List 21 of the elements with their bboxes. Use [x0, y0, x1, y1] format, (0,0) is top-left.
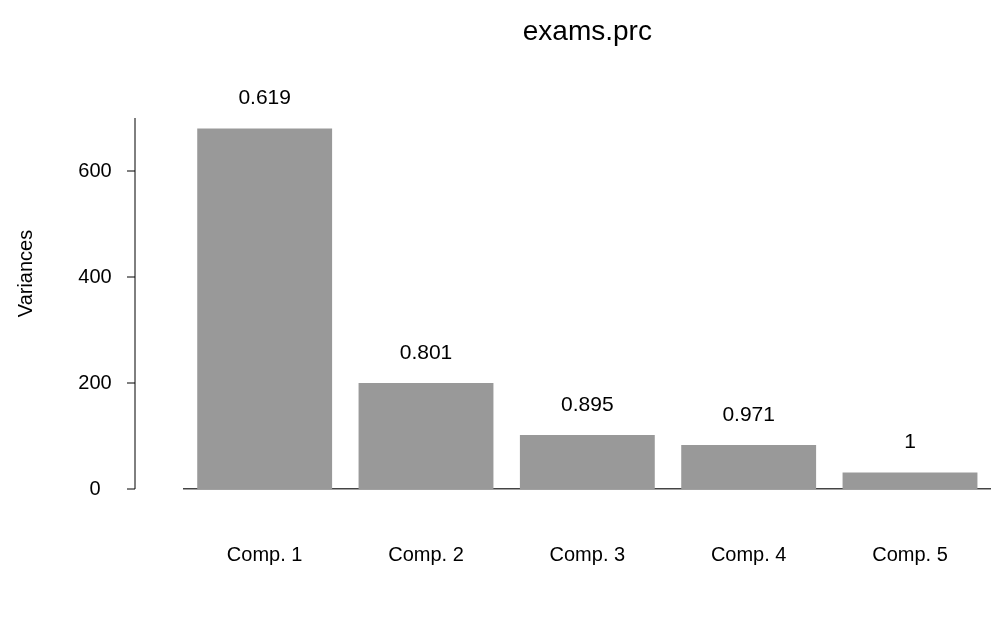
annotation: 0.895	[561, 391, 614, 415]
bar	[519, 434, 655, 489]
x-tick-label: Comp. 3	[549, 542, 626, 565]
y-tick-label: 0	[89, 476, 101, 499]
y-axis-title: Variances	[13, 229, 36, 318]
x-tick-label: Comp. 5	[872, 542, 948, 565]
bar	[681, 445, 817, 489]
annotation: 0.971	[722, 401, 775, 425]
bar	[358, 383, 494, 489]
bar	[842, 472, 978, 489]
x-tick-label: Comp. 4	[710, 542, 787, 565]
annotation: 0.619	[238, 85, 291, 109]
y-tick-label: 200	[78, 370, 112, 393]
y-tick-label: 400	[78, 264, 112, 287]
annotation: 1	[904, 429, 916, 453]
x-tick-label: Comp. 2	[388, 542, 464, 565]
annotation: 0.801	[399, 339, 453, 363]
y-tick-label: 600	[78, 158, 112, 181]
bar	[197, 128, 333, 489]
chart-title: exams.prc	[522, 14, 652, 46]
x-tick-label: Comp. 1	[226, 542, 303, 565]
